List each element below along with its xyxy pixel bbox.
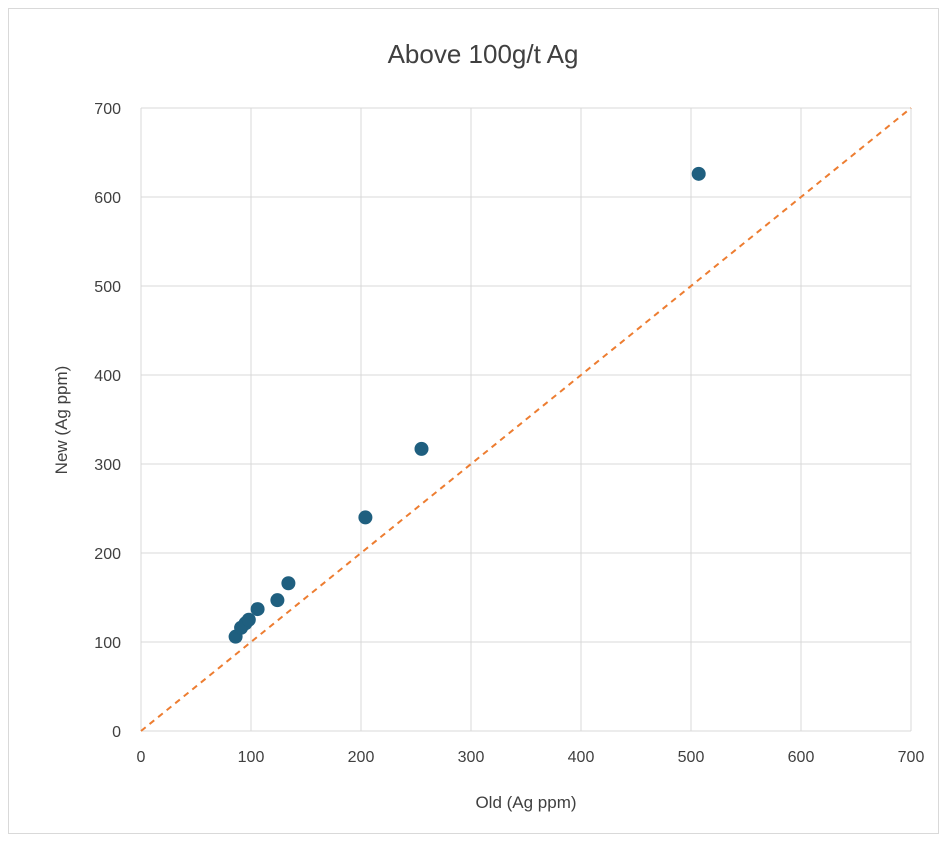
y-tick-label: 200: [94, 546, 121, 563]
x-tick-label: 400: [568, 749, 595, 766]
data-point: [414, 441, 429, 456]
chart-frame: [8, 8, 939, 834]
y-axis-title: New (Ag ppm): [52, 366, 71, 475]
gridlines: [140, 107, 912, 732]
data-point: [241, 612, 256, 627]
reference-line: [140, 107, 912, 732]
y-tick-label: 500: [94, 279, 121, 296]
x-tick-labels: 0 100 200 300 400 500 600 700: [137, 749, 925, 766]
y-tick-labels: 0 100 200 300 400 500 600 700: [94, 101, 121, 741]
y-tick-label: 700: [94, 101, 121, 118]
x-axis-title: Old (Ag ppm): [475, 793, 576, 812]
x-tick-label: 200: [348, 749, 375, 766]
x-tick-label: 600: [788, 749, 815, 766]
y-tick-label: 400: [94, 368, 121, 385]
x-tick-label: 500: [678, 749, 705, 766]
x-tick-label: 0: [137, 749, 146, 766]
data-point: [691, 166, 706, 181]
y-tick-label: 600: [94, 190, 121, 207]
data-point: [358, 510, 373, 525]
y-tick-label: 0: [112, 724, 121, 741]
data-point: [281, 576, 296, 591]
chart-title: Above 100g/t Ag: [388, 39, 579, 69]
x-tick-label: 300: [458, 749, 485, 766]
x-tick-label: 100: [238, 749, 265, 766]
data-point: [250, 602, 265, 617]
y-tick-label: 100: [94, 635, 121, 652]
reference-line-layer: [140, 107, 912, 732]
data-points: [228, 166, 706, 644]
data-point: [270, 593, 285, 608]
x-tick-label: 700: [898, 749, 925, 766]
y-tick-label: 300: [94, 457, 121, 474]
